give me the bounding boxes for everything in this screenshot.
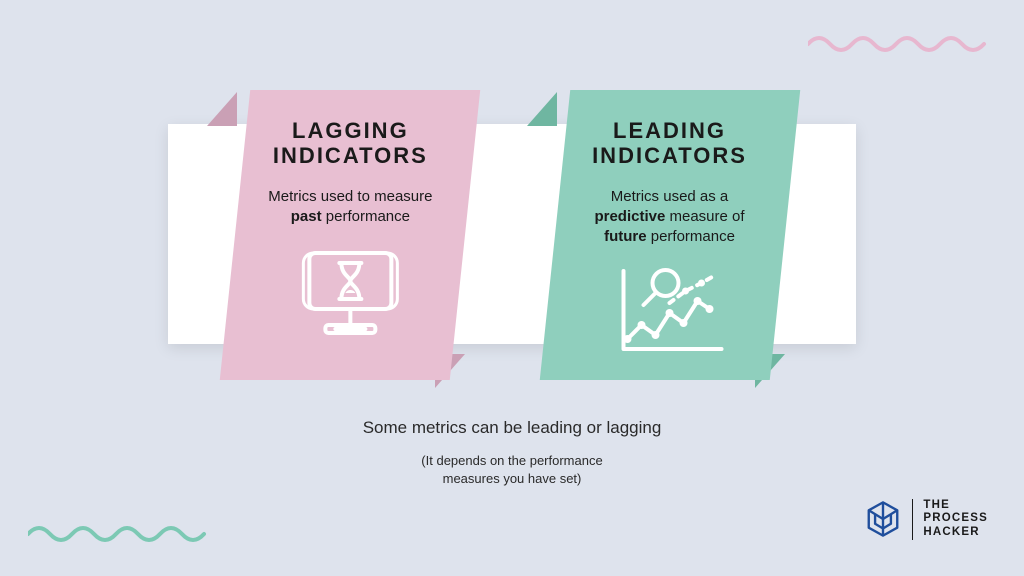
brand-logo-icon [864, 500, 902, 538]
brand-line: HACKER [923, 526, 979, 538]
card-description: Metrics used as a predictive measure of … [573, 187, 767, 248]
desc-text: Metrics used to measure [268, 188, 432, 205]
title-line: INDICATORS [592, 143, 747, 168]
squiggle-decoration-bottom [28, 520, 208, 542]
card-description: Metrics used to measure past performance [253, 187, 447, 228]
infographic-canvas: LAGGING INDICATORS Metrics used to measu… [0, 0, 1024, 576]
lagging-indicators-card: LAGGING INDICATORS Metrics used to measu… [220, 90, 480, 380]
card-title: LEADING INDICATORS [573, 118, 767, 169]
card-title: LAGGING INDICATORS [253, 118, 447, 169]
desc-text: performance [647, 228, 735, 245]
squiggle-decoration-top [808, 30, 988, 52]
title-line: INDICATORS [273, 143, 428, 168]
caption-main: Some metrics can be leading or lagging [0, 418, 1024, 438]
desc-text: Metrics used as a [611, 188, 729, 205]
brand-line: THE [923, 499, 950, 511]
caption-text: Some metrics can be leading or lagging [363, 418, 662, 437]
caption-text: measures you have set) [443, 471, 582, 486]
brand-lockup: THE PROCESS HACKER [864, 499, 988, 540]
monitor-hourglass-icon [253, 245, 447, 345]
title-line: LEADING [613, 118, 726, 143]
caption-text: (It depends on the performance [421, 453, 602, 468]
desc-text: measure of [665, 208, 744, 225]
card-fold [207, 92, 237, 126]
desc-bold: past [291, 208, 322, 225]
brand-line: PROCESS [923, 512, 988, 524]
desc-text: performance [322, 208, 410, 225]
brand-text: THE PROCESS HACKER [912, 499, 988, 540]
title-line: LAGGING [292, 118, 409, 143]
card-fold [527, 92, 557, 126]
leading-indicators-card: LEADING INDICATORS Metrics used as a pre… [540, 90, 800, 380]
desc-bold: predictive [594, 208, 665, 225]
desc-bold: future [604, 228, 647, 245]
caption-sub: (It depends on the performance measures … [0, 452, 1024, 487]
chart-magnifier-icon [573, 265, 767, 361]
